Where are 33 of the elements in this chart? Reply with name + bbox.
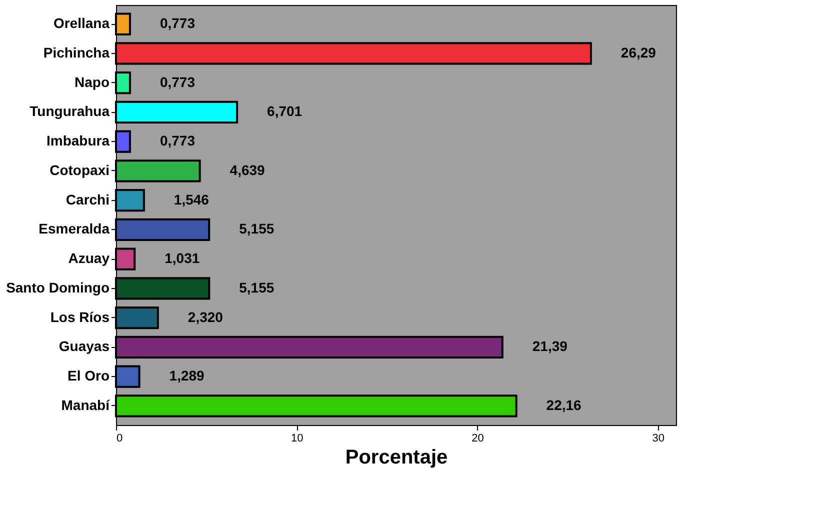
data-label: 1,289 [169, 368, 205, 384]
data-label: 4,639 [230, 162, 266, 178]
y-tick-label: Los Ríos [50, 308, 110, 325]
data-label: 22,16 [546, 396, 582, 413]
x-tick-label: 0 [116, 432, 123, 444]
y-tick-label: Guayas [58, 338, 110, 354]
x-tick-label: 10 [291, 432, 304, 444]
data-label: 21,39 [532, 338, 568, 354]
data-label: 26,29 [620, 44, 656, 60]
x-axis-title: Porcentaje [345, 446, 448, 468]
y-tick-label: Manabí [61, 396, 111, 413]
data-label: 0,773 [160, 74, 196, 90]
data-label: 5,155 [239, 220, 274, 237]
data-label: 0,773 [160, 15, 196, 32]
y-tick-label: Carchi [66, 191, 110, 208]
y-tick-label: Orellana [53, 15, 110, 32]
x-tick-label: 30 [652, 432, 665, 444]
y-tick-label: El Oro [67, 368, 110, 384]
y-tick-label: Pichincha [43, 44, 110, 60]
y-tick-label: Santo Domingo [6, 279, 110, 296]
data-label: 0,773 [160, 132, 196, 149]
x-tick-label: 20 [472, 432, 484, 444]
y-tick-label: Imbabura [46, 132, 110, 149]
y-tick-label: Napo [74, 74, 110, 90]
data-label: 1,546 [174, 191, 210, 208]
y-tick-label: Azuay [68, 250, 110, 266]
data-label: 1,031 [164, 250, 200, 266]
y-tick-label: Cotopaxi [50, 162, 110, 178]
data-label: 6,701 [267, 103, 302, 120]
y-tick-label: Tungurahua [30, 103, 110, 120]
y-tick-label: Esmeralda [38, 220, 110, 237]
data-label: 5,155 [239, 279, 274, 296]
data-label: 2,320 [188, 308, 224, 325]
